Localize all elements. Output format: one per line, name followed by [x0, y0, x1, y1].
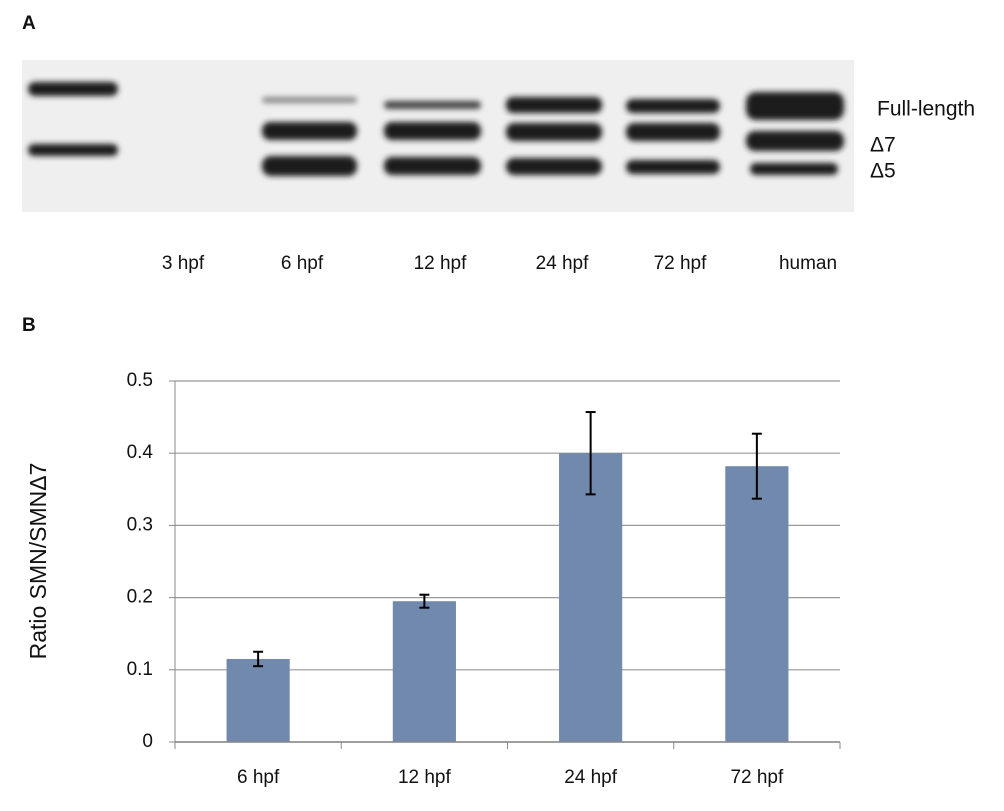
- band: [746, 92, 844, 120]
- band: [28, 82, 118, 96]
- panel-label: A: [22, 13, 36, 34]
- band-label: Δ7: [870, 134, 896, 157]
- band-label: Full-length: [877, 98, 975, 121]
- bar: [226, 658, 290, 742]
- panel-label: B: [22, 315, 36, 336]
- x-tick-label: 6 hpf: [237, 767, 280, 788]
- y-tick-label: 0.4: [127, 442, 154, 463]
- bar: [725, 466, 789, 742]
- band-label: Δ5: [870, 160, 896, 183]
- lane-label: 3 hpf: [162, 253, 205, 274]
- lane-label: 12 hpf: [414, 253, 468, 274]
- band: [750, 163, 838, 175]
- band: [746, 131, 844, 151]
- x-tick-label: 12 hpf: [398, 767, 452, 788]
- band: [262, 97, 357, 103]
- y-axis-label: Ratio SMN/SMNΔ7: [25, 463, 51, 660]
- band: [626, 123, 720, 141]
- y-tick-label: 0: [142, 731, 153, 752]
- band: [28, 144, 118, 156]
- x-tick-label: 72 hpf: [730, 767, 784, 788]
- lane-label: 6 hpf: [281, 253, 324, 274]
- bar: [392, 601, 456, 742]
- band: [626, 99, 720, 113]
- band: [384, 122, 481, 140]
- lane-label: human: [779, 253, 837, 274]
- band: [384, 157, 481, 175]
- y-tick-label: 0.5: [127, 370, 153, 391]
- y-tick-label: 0.1: [127, 659, 153, 680]
- band: [506, 97, 602, 113]
- band: [262, 122, 357, 140]
- band: [626, 160, 720, 174]
- y-tick-label: 0.2: [127, 587, 153, 608]
- gel: [22, 60, 854, 212]
- bar: [559, 453, 623, 742]
- y-tick-label: 0.3: [127, 514, 153, 535]
- x-tick-label: 24 hpf: [564, 767, 618, 788]
- band: [384, 101, 481, 109]
- gel-bands: [28, 82, 844, 176]
- band: [506, 158, 602, 175]
- lane-label: 72 hpf: [654, 253, 708, 274]
- band: [262, 156, 357, 176]
- lane-label: 24 hpf: [536, 253, 590, 274]
- band: [506, 123, 602, 141]
